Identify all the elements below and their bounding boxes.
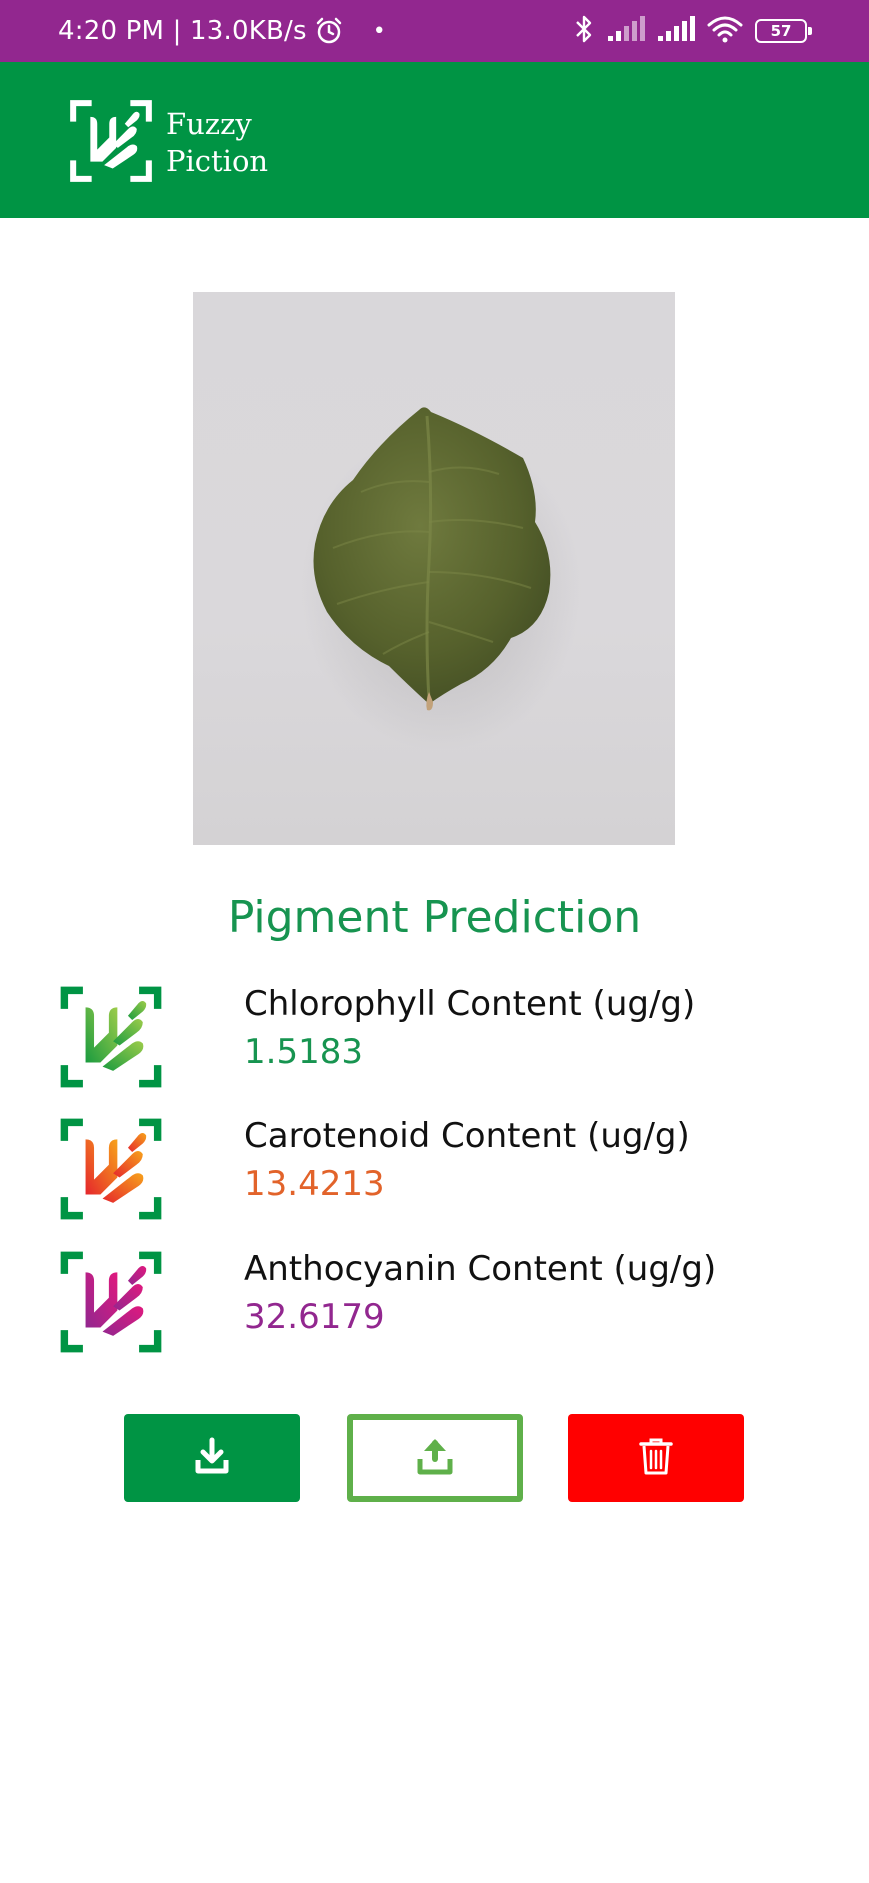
- result-row-chlorophyll: Chlorophyll Content (ug/g) 1.5183: [58, 984, 818, 1088]
- status-left: 4:20 PM | 13.0KB/s •: [58, 0, 386, 62]
- app-name-line1: Fuzzy: [166, 107, 252, 141]
- bluetooth-icon: [573, 14, 595, 48]
- battery-level: 57: [770, 22, 792, 40]
- delete-button[interactable]: [568, 1414, 744, 1502]
- chlorophyll-label: Chlorophyll Content (ug/g): [244, 984, 696, 1024]
- carotenoid-icon: [58, 1116, 164, 1226]
- battery-icon: 57: [755, 19, 812, 43]
- signal-icon-1: [607, 16, 645, 46]
- signal-icon-2: [657, 16, 695, 46]
- download-button[interactable]: [124, 1414, 300, 1502]
- status-time-speed: 4:20 PM | 13.0KB/s: [58, 16, 307, 46]
- carotenoid-label: Carotenoid Content (ug/g): [244, 1116, 690, 1156]
- app-brand: Fuzzy Piction: [68, 98, 268, 188]
- anthocyanin-icon: [58, 1249, 164, 1359]
- alarm-icon: [315, 17, 343, 45]
- app-bar: Fuzzy Piction: [0, 62, 869, 218]
- status-right: 57: [573, 0, 812, 62]
- carotenoid-value: 13.4213: [244, 1164, 385, 1204]
- trash-icon: [639, 1436, 673, 1480]
- wifi-icon: [707, 15, 743, 47]
- anthocyanin-value: 32.6179: [244, 1297, 385, 1337]
- section-title: Pigment Prediction: [227, 892, 642, 943]
- upload-icon: [416, 1435, 454, 1481]
- notification-dot: •: [372, 18, 386, 44]
- chlorophyll-value: 1.5183: [244, 1032, 363, 1072]
- app-name: Fuzzy Piction: [166, 106, 268, 180]
- result-row-anthocyanin: Anthocyanin Content (ug/g) 32.6179: [58, 1249, 818, 1353]
- status-bar: 4:20 PM | 13.0KB/s •: [0, 0, 869, 62]
- anthocyanin-label: Anthocyanin Content (ug/g): [244, 1249, 717, 1289]
- app-name-line2: Piction: [166, 144, 269, 178]
- leaf-photo: [193, 292, 675, 845]
- chlorophyll-icon: [58, 984, 164, 1094]
- download-icon: [194, 1436, 230, 1480]
- app-logo-icon: [68, 98, 154, 188]
- share-button[interactable]: [347, 1414, 523, 1502]
- result-row-carotenoid: Carotenoid Content (ug/g) 13.4213: [58, 1116, 818, 1220]
